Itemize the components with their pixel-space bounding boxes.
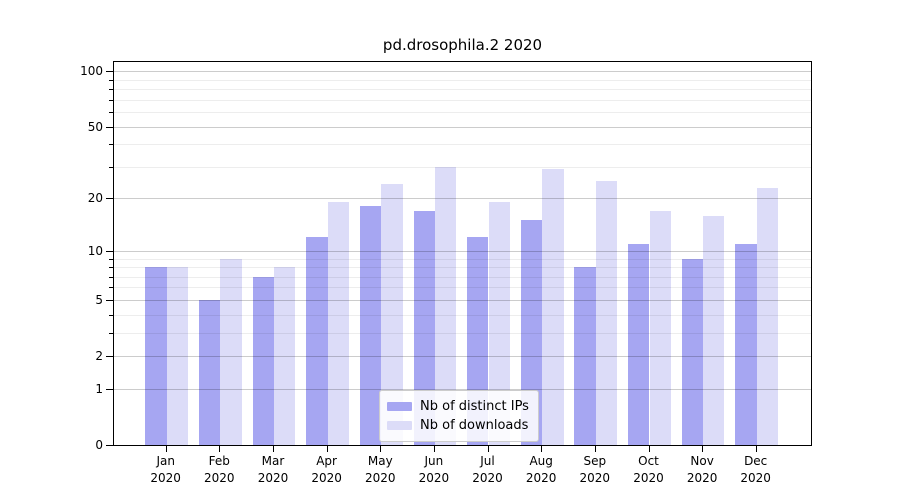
bar-nb-of-downloads-sep-2020 (595, 181, 618, 445)
y-minor-tick-30 (109, 166, 113, 168)
bar-nb-of-downloads-feb-2020 (220, 258, 242, 445)
x-tick-label-mar-2020: Mar 2020 (257, 454, 289, 485)
bar-nb-of-distinct-ips-mar-2020 (252, 276, 274, 445)
bar-nb-of-distinct-ips-jun-2020 (413, 210, 435, 445)
bar-nb-of-downloads-aug-2020 (542, 169, 564, 445)
y-tick-10 (106, 250, 113, 252)
legend-item-distinct-ips: Nb of distinct IPs (387, 397, 529, 416)
x-tick-aug-2020 (541, 446, 543, 452)
y-tick-label-0: 0 (95, 438, 103, 452)
bar-nb-of-distinct-ips-sep-2020 (574, 267, 596, 445)
x-tick-feb-2020 (219, 446, 221, 452)
y-minor-tick-8 (109, 267, 113, 268)
legend-label-downloads: Nb of downloads (420, 418, 529, 433)
y-tick-label-10: 10 (87, 243, 103, 258)
legend-swatch-distinct-ips (387, 402, 412, 411)
x-tick-label-oct-2020: Oct 2020 (633, 454, 664, 485)
bar-nb-of-downloads-dec-2020 (756, 187, 779, 445)
y-tick-5 (106, 299, 113, 301)
legend-swatch-downloads (387, 421, 412, 430)
x-tick-label-feb-2020: Feb 2020 (204, 454, 235, 485)
y-tick-0 (106, 445, 113, 446)
y-tick-label-100: 100 (80, 64, 103, 79)
y-minor-tick-60 (109, 111, 113, 113)
y-tick-2 (106, 356, 113, 357)
x-tick-mar-2020 (273, 446, 274, 452)
bar-nb-of-distinct-ips-apr-2020 (306, 237, 328, 445)
y-tick-label-5: 5 (95, 292, 103, 307)
y-minor-tick-3 (109, 332, 113, 334)
y-tick-100 (106, 71, 113, 73)
y-minor-tick-4 (109, 314, 113, 316)
y-minor-tick-6 (109, 287, 113, 289)
x-tick-label-aug-2020: Aug 2020 (525, 454, 557, 485)
y-minor-tick-70 (109, 99, 113, 101)
bar-nb-of-distinct-ips-oct-2020 (628, 243, 650, 445)
bar-nb-of-downloads-oct-2020 (649, 210, 671, 445)
x-tick-label-apr-2020: Apr 2020 (311, 454, 342, 485)
legend: Nb of distinct IPs Nb of downloads (379, 390, 539, 442)
x-tick-sep-2020 (594, 446, 596, 452)
bar-nb-of-distinct-ips-dec-2020 (735, 243, 757, 445)
x-tick-jul-2020 (487, 446, 489, 452)
bar-nb-of-downloads-mar-2020 (274, 267, 296, 445)
x-tick-nov-2020 (702, 446, 704, 452)
bar-nb-of-downloads-jun-2020 (434, 166, 457, 445)
x-tick-label-dec-2020: Dec 2020 (740, 454, 771, 485)
chart-title: pd.drosophila.2 2020 (382, 36, 543, 54)
x-tick-jan-2020 (165, 446, 167, 452)
y-minor-tick-80 (109, 89, 113, 90)
x-tick-label-may-2020: May 2020 (365, 454, 396, 485)
x-tick-label-sep-2020: Sep 2020 (579, 454, 611, 485)
bar-nb-of-distinct-ips-nov-2020 (681, 258, 704, 445)
bars-layer (114, 62, 811, 445)
legend-label-distinct-ips: Nb of distinct IPs (420, 399, 529, 414)
x-tick-label-nov-2020: Nov 2020 (686, 454, 718, 485)
x-tick-may-2020 (380, 446, 382, 452)
y-tick-1 (106, 388, 113, 390)
x-tick-jun-2020 (433, 446, 435, 452)
y-tick-label-50: 50 (87, 119, 103, 134)
bar-nb-of-downloads-nov-2020 (703, 215, 725, 445)
bar-nb-of-downloads-jul-2020 (488, 202, 510, 445)
bar-nb-of-downloads-apr-2020 (327, 202, 349, 445)
x-tick-label-jan-2020: Jan 2020 (150, 454, 181, 485)
x-tick-label-jul-2020: Jul 2020 (472, 454, 503, 485)
y-tick-label-1: 1 (95, 381, 103, 396)
x-tick-oct-2020 (648, 446, 650, 452)
plot-area: Nb of distinct IPs Nb of downloads (113, 61, 812, 446)
y-minor-tick-7 (109, 276, 113, 278)
bar-nb-of-distinct-ips-feb-2020 (198, 299, 221, 445)
x-tick-label-jun-2020: Jun 2020 (418, 454, 450, 485)
x-tick-apr-2020 (326, 446, 328, 452)
bar-nb-of-distinct-ips-aug-2020 (520, 220, 543, 445)
y-tick-20 (106, 198, 113, 200)
y-tick-label-2: 2 (95, 349, 103, 363)
y-minor-tick-9 (109, 258, 113, 260)
bar-nb-of-downloads-may-2020 (381, 184, 403, 445)
y-minor-tick-40 (109, 144, 113, 146)
y-tick-label-20: 20 (87, 191, 103, 206)
bar-nb-of-downloads-jan-2020 (166, 267, 189, 445)
x-tick-dec-2020 (755, 446, 757, 452)
y-minor-tick-90 (109, 79, 113, 81)
bar-nb-of-distinct-ips-may-2020 (359, 206, 382, 445)
legend-item-downloads: Nb of downloads (387, 416, 529, 435)
y-tick-50 (106, 126, 113, 128)
bar-nb-of-distinct-ips-jan-2020 (145, 267, 167, 445)
